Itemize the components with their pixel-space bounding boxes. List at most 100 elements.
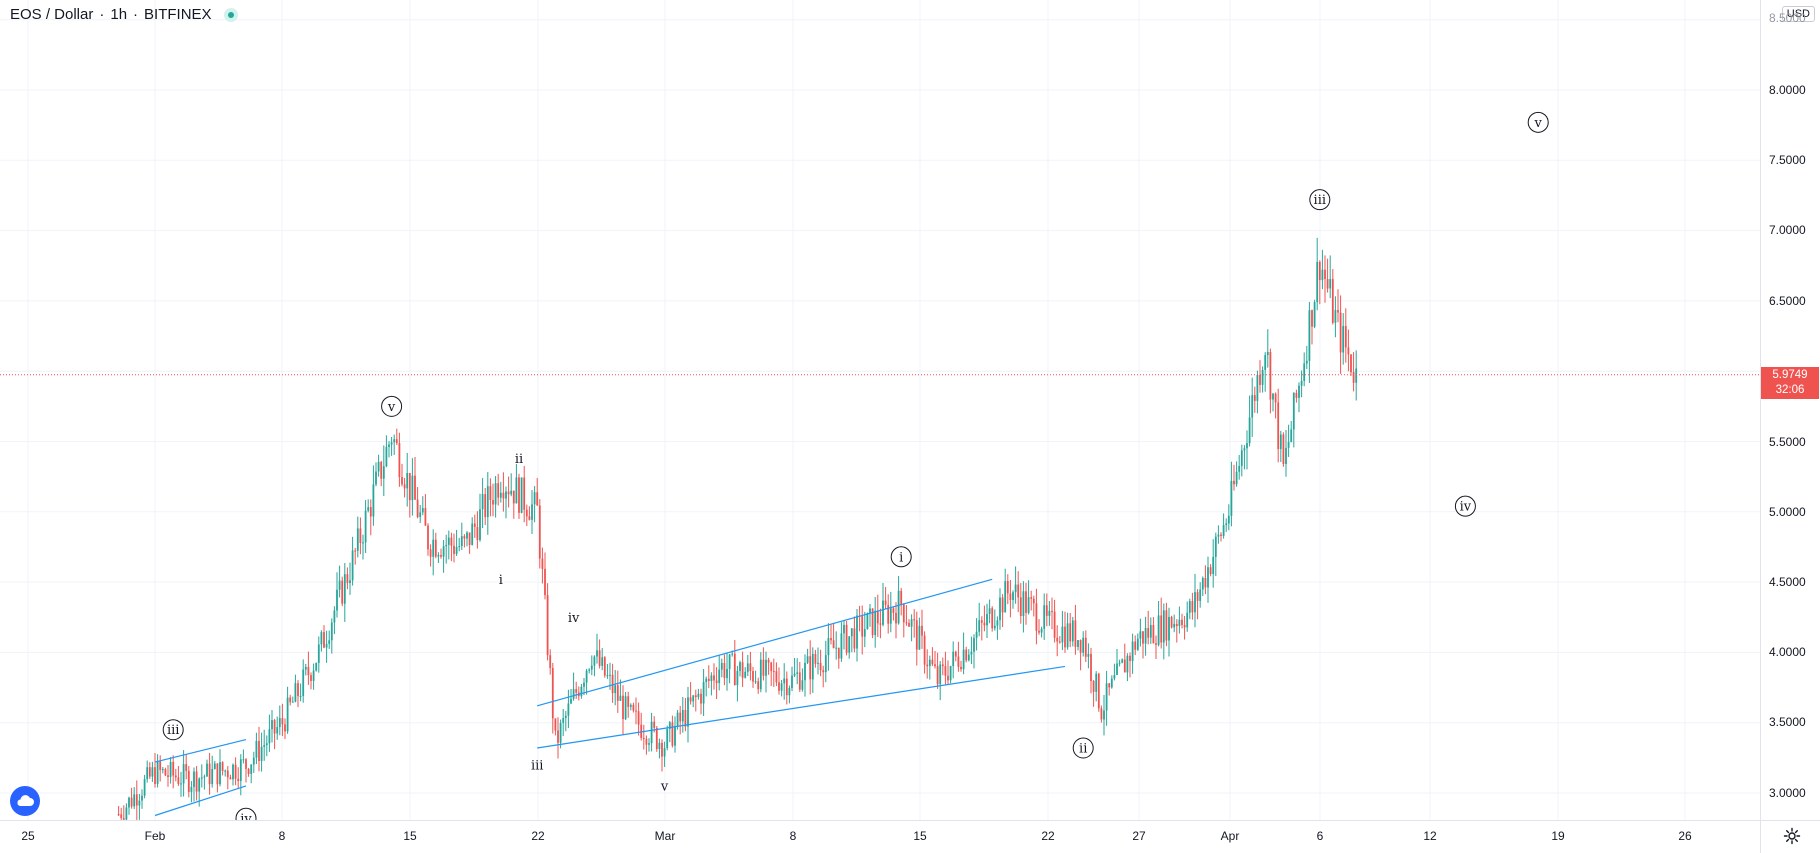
candle-body — [1308, 310, 1311, 361]
time-tick: 8 — [789, 829, 797, 843]
time-tick: 25 — [21, 829, 35, 843]
candle-body — [702, 681, 705, 704]
candle-body — [1287, 441, 1290, 448]
candle-body — [476, 526, 479, 541]
candle-body — [775, 671, 778, 683]
candle-body — [195, 771, 198, 792]
candle-body — [445, 544, 448, 547]
candle-body — [1136, 638, 1139, 650]
candle-body — [676, 712, 679, 727]
candle-body — [1038, 630, 1040, 633]
price-axis[interactable]: USD 8.5000 8.0000 7.5000 7.0000 6.5000 5… — [1760, 0, 1820, 820]
candle-body — [965, 649, 968, 661]
candle-body — [759, 659, 762, 690]
candle-body — [187, 770, 190, 792]
candle-body — [1144, 628, 1147, 644]
time-tick: 15 — [403, 829, 417, 843]
candle-body — [1165, 610, 1168, 641]
candle-body — [148, 767, 151, 777]
candle-body — [229, 777, 232, 780]
candle-body — [1235, 471, 1238, 485]
countdown-value: 32:06 — [1775, 384, 1805, 396]
symbol-legend[interactable]: EOS / Dollar · 1h · BITFINEX — [10, 6, 238, 23]
candle-body — [281, 718, 284, 725]
candle-body — [861, 616, 864, 637]
candle-body — [1147, 628, 1150, 638]
wave-label: iii — [167, 723, 179, 738]
candle-body — [624, 696, 627, 720]
settings-corner[interactable] — [1760, 820, 1820, 853]
candle-body — [931, 659, 934, 665]
candle-body — [788, 688, 791, 696]
time-tick: 15 — [913, 829, 927, 843]
candle-body — [603, 657, 606, 676]
wave-label-circle — [381, 395, 403, 417]
candle-body — [1238, 465, 1241, 472]
candle-body — [172, 761, 175, 776]
candle-body — [1001, 597, 1004, 613]
candle-body — [822, 670, 825, 673]
candle-body — [973, 637, 975, 652]
candle-body — [562, 718, 565, 723]
candle-body — [289, 697, 292, 703]
candle-body — [944, 666, 947, 676]
candle-body — [133, 794, 136, 807]
candle-body — [908, 623, 910, 627]
candle-body — [481, 494, 484, 510]
candle-body — [991, 608, 994, 629]
candle-body — [853, 628, 856, 649]
candle-body — [1045, 605, 1048, 616]
candle-body — [749, 663, 752, 672]
candle-body — [499, 492, 502, 498]
candle-body — [203, 776, 206, 778]
time-axis[interactable]: 25 Feb 8 15 22 Mar 8 15 22 27 Apr 6 12 1… — [0, 820, 1760, 853]
candle-body — [804, 662, 806, 681]
candle-body — [1058, 641, 1061, 643]
candle-body — [843, 624, 845, 634]
candle-body — [585, 670, 588, 683]
candle-body — [635, 710, 637, 712]
gear-icon[interactable] — [1783, 827, 1801, 845]
candle-body — [1019, 597, 1022, 617]
candle-body — [663, 748, 666, 757]
candle-body — [687, 697, 689, 727]
candle-body — [167, 775, 169, 777]
candle-body — [304, 666, 307, 670]
candle-body — [1272, 393, 1274, 400]
candle-body — [1303, 363, 1306, 381]
candle-body — [1214, 536, 1217, 557]
candle-body — [1225, 523, 1228, 526]
candle-body — [510, 490, 513, 495]
time-tick: 26 — [1678, 829, 1692, 843]
candle-body — [874, 610, 877, 636]
candle-body — [668, 722, 671, 729]
candle-body — [1064, 626, 1066, 648]
currency-label[interactable]: USD — [1781, 6, 1815, 22]
candle-body — [1204, 578, 1207, 588]
time-tick: 22 — [531, 829, 545, 843]
candle-body — [840, 633, 843, 659]
candle-body — [713, 675, 715, 681]
candle-body — [135, 794, 138, 806]
candle-body — [1217, 534, 1220, 537]
cloud-icon[interactable] — [10, 786, 40, 816]
candle-body — [1188, 601, 1191, 613]
candle-body — [679, 712, 682, 722]
candle-body — [559, 722, 562, 743]
wave-label: iv — [568, 611, 580, 626]
candle-body — [1282, 434, 1285, 465]
time-tick: 6 — [1316, 829, 1324, 843]
candle-body — [567, 703, 570, 716]
candle-body — [372, 484, 375, 517]
candle-body — [554, 718, 557, 731]
candle-body — [557, 730, 559, 743]
candle-body — [1160, 615, 1163, 643]
candle-body — [632, 704, 635, 711]
candle-body — [497, 483, 500, 498]
candle-body — [1274, 393, 1277, 403]
chart-area[interactable]: iii iv v i ii iii iv v i ii iii iv v EOS / Dollar · … — [0, 0, 1760, 820]
candle-body — [642, 737, 645, 739]
time-tick: 19 — [1551, 829, 1565, 843]
price-tick: 7.5000 — [1769, 153, 1806, 167]
